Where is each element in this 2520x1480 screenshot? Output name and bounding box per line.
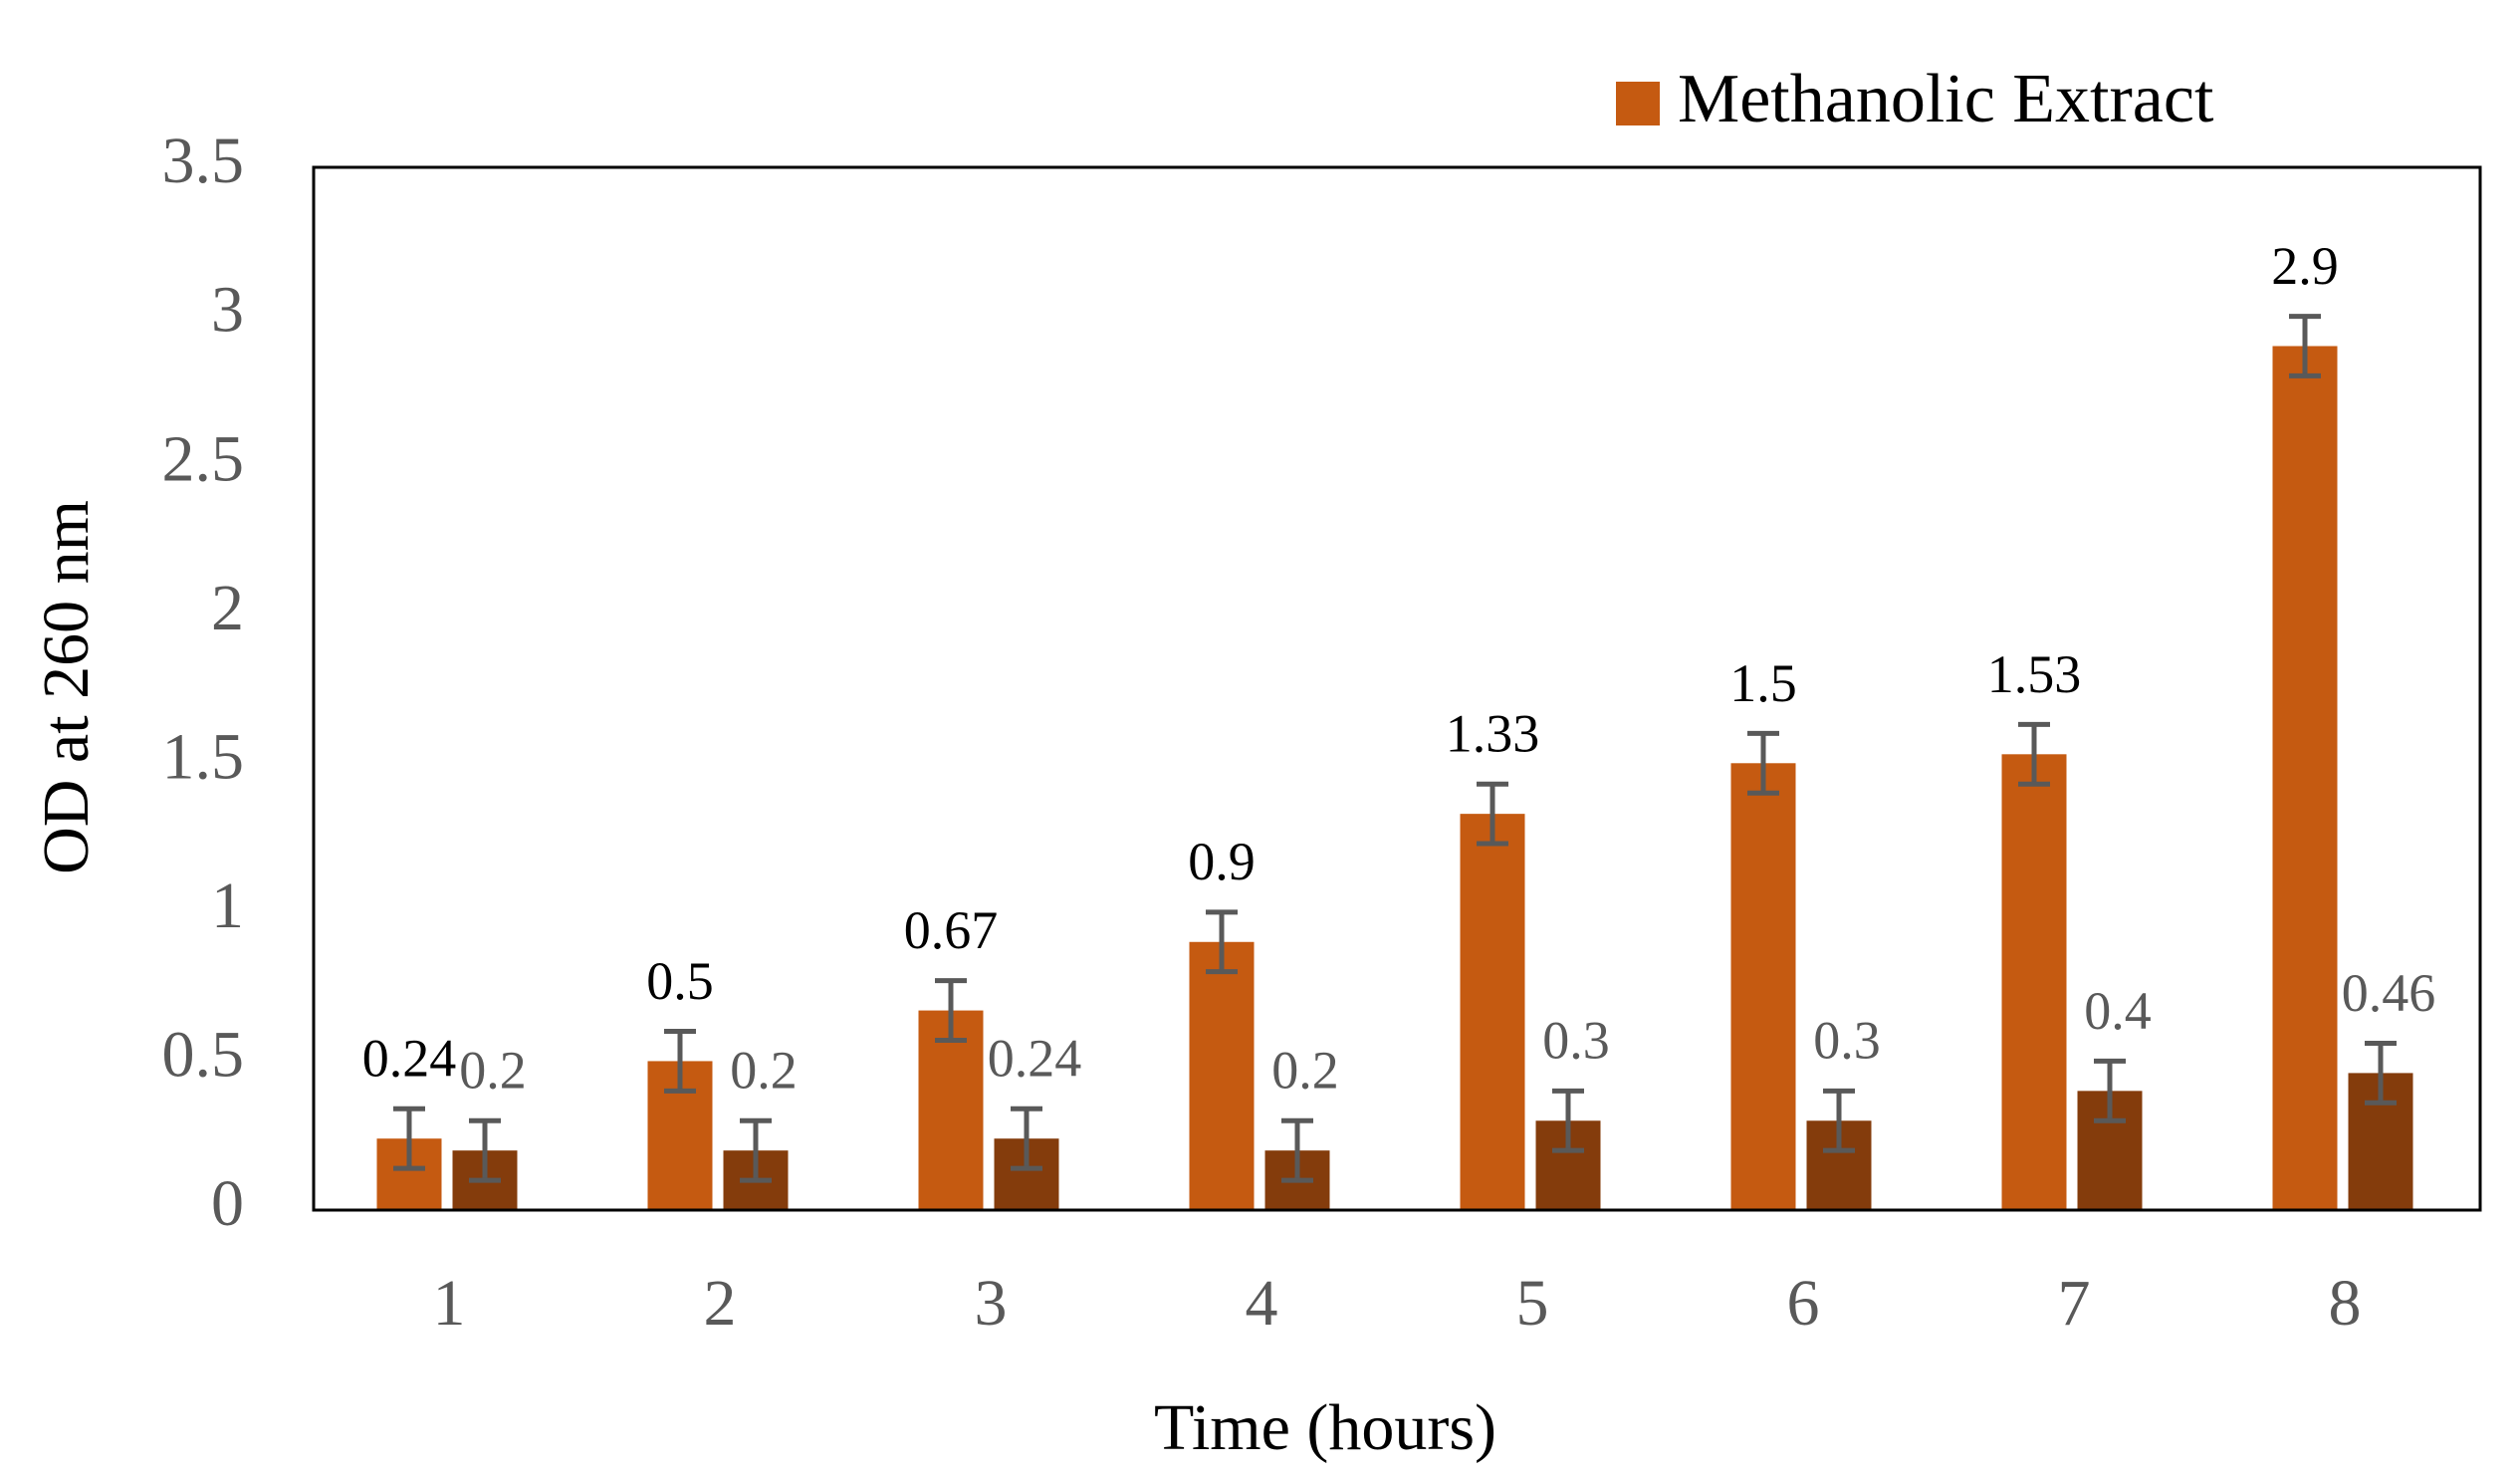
data-label: 0.3 [1542, 1011, 1610, 1071]
error-bar [935, 978, 967, 1043]
x-tick-label: 4 [1246, 1267, 1278, 1340]
error-bar [2094, 1058, 2126, 1123]
error-bar [1823, 1088, 1855, 1153]
error-bar [1477, 781, 1508, 847]
legend-label: Methanolic Extract [1678, 61, 2214, 137]
data-label: 1.33 [1446, 704, 1540, 764]
x-axis-label: Time (hours) [1154, 1391, 1496, 1464]
x-tick-label: 6 [1787, 1267, 1820, 1340]
bar [1730, 763, 1796, 1210]
data-label: 0.2 [730, 1041, 798, 1101]
legend-swatch [1616, 82, 1660, 125]
data-label: 0.24 [988, 1029, 1082, 1089]
data-label: 1.5 [1729, 653, 1797, 713]
x-tick-label: 2 [704, 1267, 737, 1340]
y-axis-label: OD at 260 nm [30, 500, 103, 874]
error-bar [1011, 1106, 1042, 1171]
error-bar [664, 1029, 696, 1094]
y-tick-label: 3.5 [162, 124, 245, 197]
y-tick-label: 0.5 [162, 1019, 245, 1092]
data-label: 0.2 [459, 1041, 527, 1101]
error-bar [2365, 1040, 2397, 1106]
data-label: 0.4 [2084, 981, 2152, 1041]
data-label: 1.53 [1987, 644, 2082, 704]
error-bar [469, 1117, 501, 1183]
data-label: 0.9 [1188, 832, 1256, 891]
error-bar [393, 1106, 425, 1171]
y-tick-label: 1.5 [162, 720, 245, 793]
y-tick-label: 0 [211, 1167, 244, 1240]
x-tick-label: 5 [1516, 1267, 1549, 1340]
error-bar [2289, 314, 2321, 378]
data-label: 0.5 [646, 951, 714, 1011]
data-label: 0.67 [904, 900, 999, 960]
y-tick-label: 3 [211, 274, 244, 347]
error-bar [1552, 1088, 1584, 1153]
data-label: 0.24 [362, 1029, 457, 1089]
bar [1189, 941, 1255, 1210]
y-tick-label: 2.5 [162, 422, 245, 495]
error-bar [1281, 1117, 1313, 1183]
bar [2272, 346, 2338, 1210]
error-bar [1206, 909, 1238, 975]
error-bar [2018, 721, 2050, 787]
error-bar [1747, 730, 1779, 796]
y-tick-label: 2 [211, 572, 244, 644]
y-tick-label: 1 [211, 869, 244, 942]
x-tick-label: 3 [975, 1267, 1008, 1340]
data-label: 2.9 [2271, 236, 2339, 296]
x-tick-label: 1 [433, 1267, 466, 1340]
data-label: 0.2 [1271, 1041, 1339, 1101]
bar [2001, 754, 2067, 1210]
data-label: 0.3 [1813, 1011, 1881, 1071]
bar [1460, 814, 1525, 1210]
x-tick-label: 8 [2329, 1267, 2362, 1340]
x-tick-label: 7 [2058, 1267, 2091, 1340]
data-label: 0.46 [2342, 963, 2436, 1023]
plot-frame [312, 165, 2482, 1212]
bar [918, 1010, 984, 1210]
error-bar [740, 1117, 772, 1183]
